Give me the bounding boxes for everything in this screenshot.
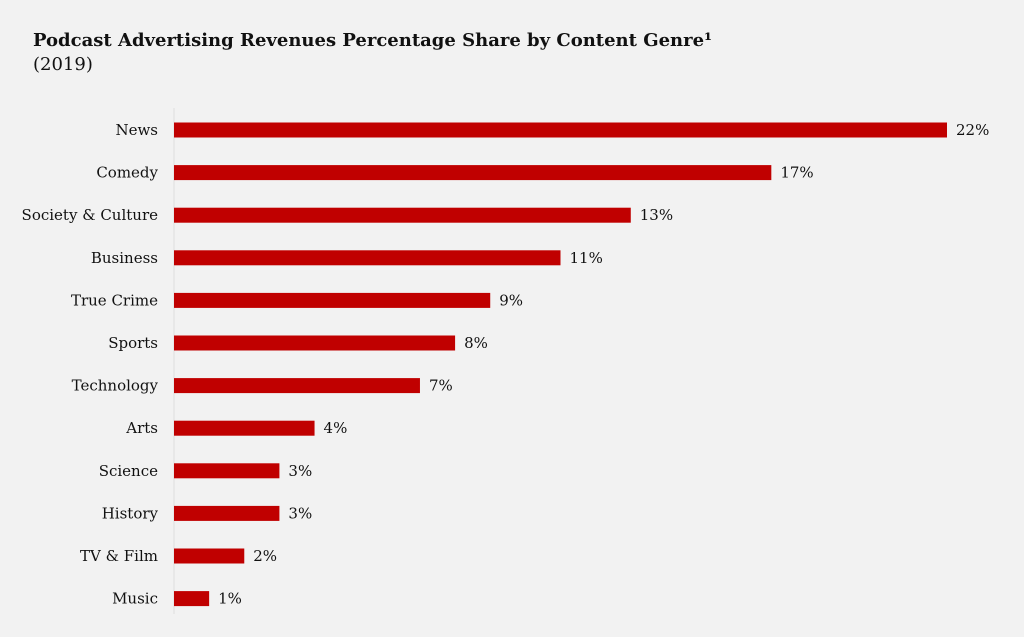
bar-10 bbox=[174, 548, 245, 564]
category-label-8: Science bbox=[99, 462, 158, 480]
category-label-11: Music bbox=[112, 590, 158, 608]
category-label-5: Sports bbox=[108, 334, 158, 352]
category-label-9: History bbox=[102, 504, 159, 522]
category-label-3: Business bbox=[91, 249, 158, 267]
value-label-2: 13% bbox=[640, 206, 673, 224]
value-label-8: 3% bbox=[288, 462, 312, 480]
category-label-6: Technology bbox=[72, 377, 159, 395]
category-label-1: Comedy bbox=[96, 164, 158, 182]
bar-6 bbox=[174, 378, 420, 394]
value-label-5: 8% bbox=[464, 334, 488, 352]
category-label-10: TV & Film bbox=[80, 547, 158, 565]
value-label-6: 7% bbox=[429, 377, 453, 395]
category-label-4: True Crime bbox=[71, 291, 158, 309]
bar-5 bbox=[174, 335, 456, 351]
value-label-11: 1% bbox=[218, 590, 242, 608]
bar-1 bbox=[174, 165, 772, 181]
value-label-3: 11% bbox=[570, 249, 603, 267]
chart-subtitle: (2019) bbox=[33, 54, 93, 75]
chart-title: Podcast Advertising Revenues Percentage … bbox=[33, 30, 712, 51]
value-label-7: 4% bbox=[324, 419, 348, 437]
value-label-1: 17% bbox=[780, 164, 813, 182]
bar-4 bbox=[174, 292, 491, 308]
bar-7 bbox=[174, 420, 315, 436]
category-label-7: Arts bbox=[125, 419, 158, 437]
value-label-0: 22% bbox=[956, 121, 989, 139]
value-label-10: 2% bbox=[253, 547, 277, 565]
category-label-0: News bbox=[115, 121, 158, 139]
value-label-9: 3% bbox=[288, 504, 312, 522]
bar-3 bbox=[174, 250, 561, 266]
bars-group: News 22% Comedy 17% Society & Culture 13% Busi… bbox=[22, 121, 990, 608]
value-label-4: 9% bbox=[499, 291, 523, 309]
bar-9 bbox=[174, 505, 280, 521]
category-label-2: Society & Culture bbox=[22, 206, 159, 224]
bar-0 bbox=[174, 122, 947, 138]
bar-2 bbox=[174, 207, 631, 223]
bar-8 bbox=[174, 463, 280, 479]
bar-11 bbox=[174, 591, 210, 607]
